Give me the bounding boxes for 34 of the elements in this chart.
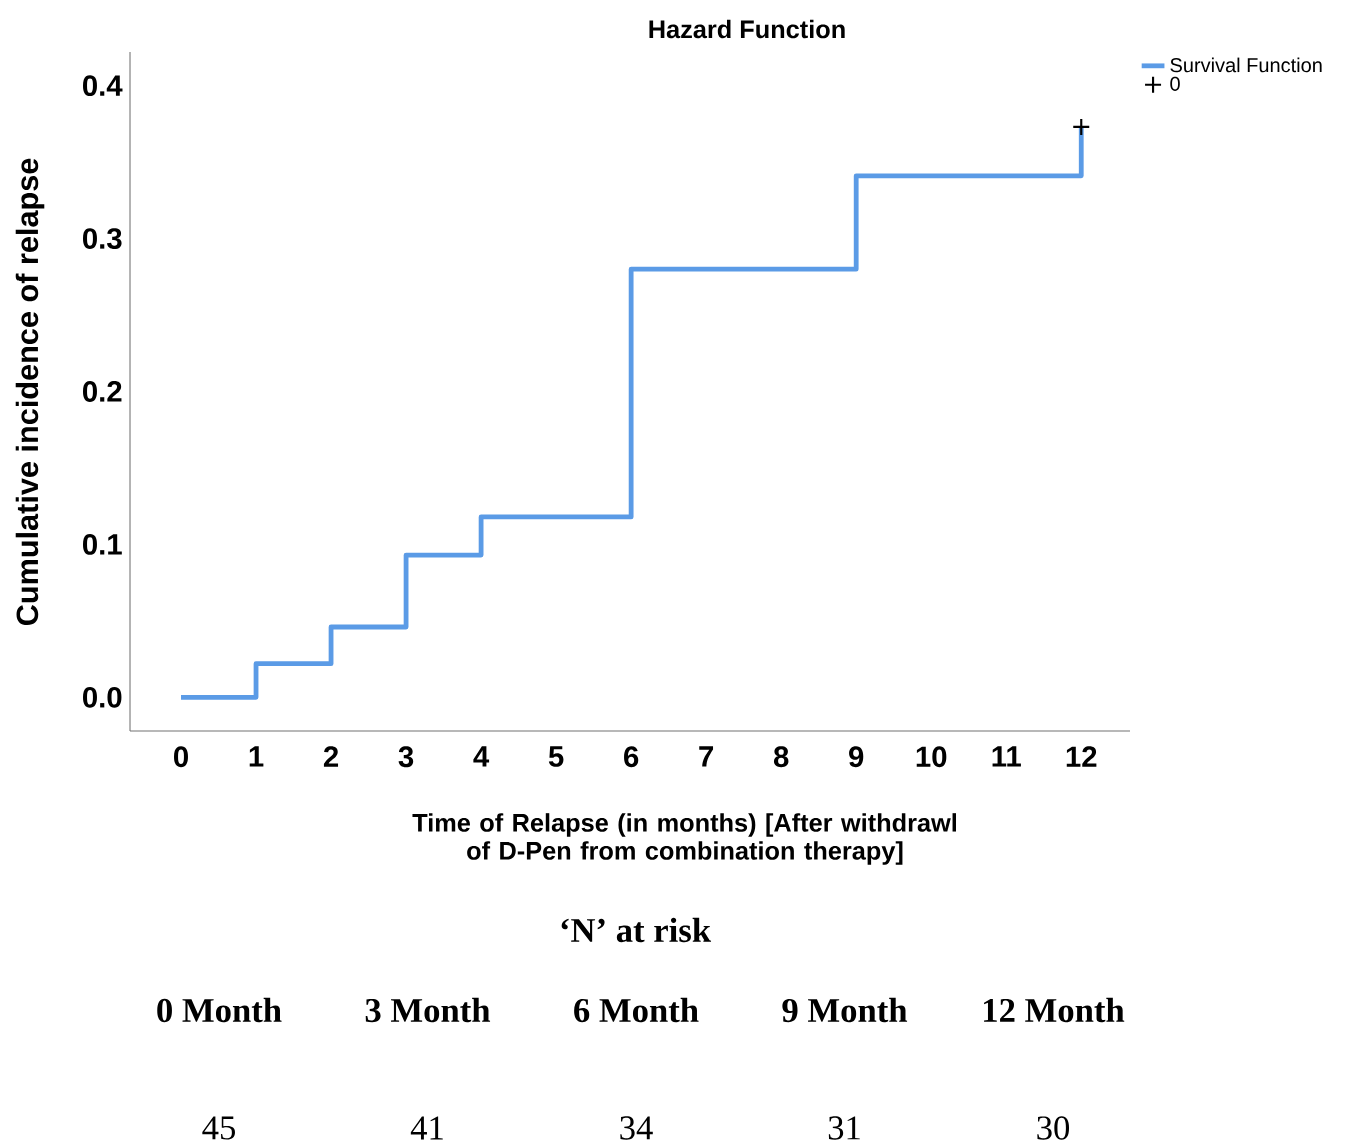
text: 3 Month: [365, 997, 491, 1023]
x-tick-label: 5: [548, 746, 564, 767]
y-tick-label: 0.1: [83, 534, 122, 555]
text: 12 Month: [984, 997, 1125, 1023]
text: 6 Month: [574, 997, 699, 1023]
text: 34: [620, 1116, 653, 1140]
y-tick-label: 0.0: [83, 686, 122, 708]
x-tick-label: 10: [916, 746, 947, 768]
text: 30: [1037, 1116, 1070, 1140]
x-tick-label: 7: [699, 746, 714, 767]
text: 0 Month: [157, 997, 282, 1023]
x-tick-label: 3: [398, 746, 414, 768]
y-tick-label: 0.2: [83, 381, 122, 402]
x-tick-label: 2: [323, 746, 339, 767]
text: 41: [410, 1116, 443, 1140]
legend-label: Survival Function: [1170, 57, 1322, 73]
y-tick-label: 0.3: [83, 228, 122, 249]
text: 45: [202, 1116, 235, 1140]
x-tick-label: 1: [249, 746, 264, 767]
y-axis-title: Cumulative incidence of relapse: [15, 158, 45, 626]
text: 9 Month: [782, 997, 908, 1023]
x-tick-label: 0: [174, 746, 188, 768]
text: 31: [828, 1116, 860, 1140]
legend-label: 0: [1170, 76, 1180, 91]
chart-title: Hazard Function: [649, 19, 845, 39]
x-tick-label: 6: [624, 746, 639, 768]
x-axis-title: Time of Relapse (in months) [After withdrawl of D-Pen from combination therapy]: [412, 813, 957, 865]
x-tick-label: 11: [992, 746, 1021, 767]
text: ‘N’ at risk: [561, 917, 712, 943]
x-tick-label: 12: [1066, 746, 1097, 767]
x-tick-label: 9: [849, 746, 864, 768]
x-tick-label: 4: [473, 746, 490, 767]
y-tick-label: 0.4: [83, 75, 123, 97]
x-tick-label: 8: [773, 746, 789, 768]
